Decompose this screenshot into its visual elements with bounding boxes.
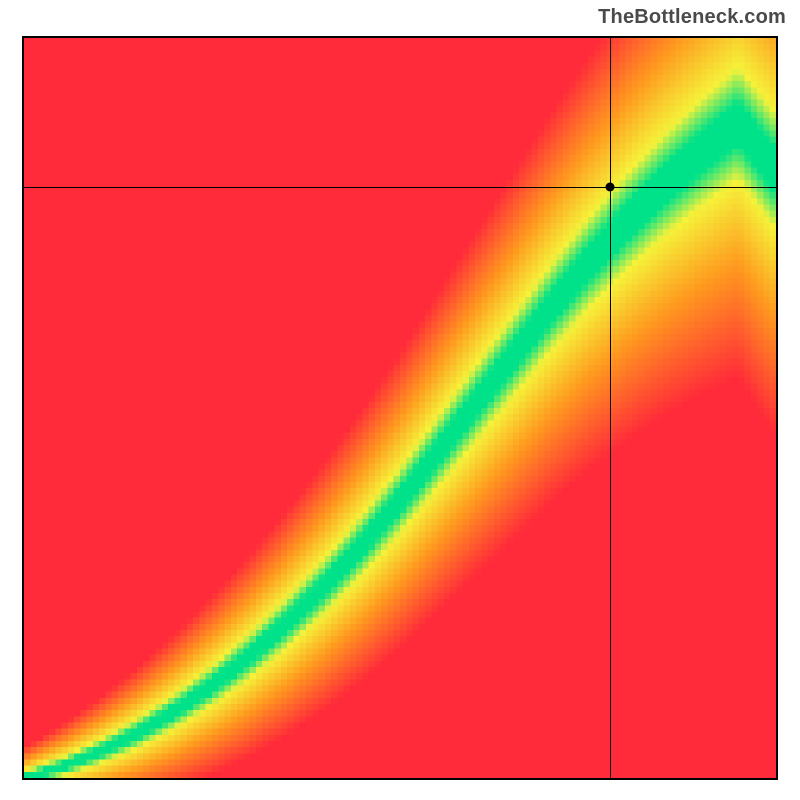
watermark-text: TheBottleneck.com (598, 6, 786, 29)
crosshair-dot (605, 182, 614, 191)
heatmap-canvas-wrap (24, 38, 776, 778)
bottleneck-heatmap (24, 38, 776, 778)
crosshair-vertical (610, 38, 611, 778)
plot-frame (22, 36, 778, 780)
crosshair-horizontal (24, 187, 776, 188)
